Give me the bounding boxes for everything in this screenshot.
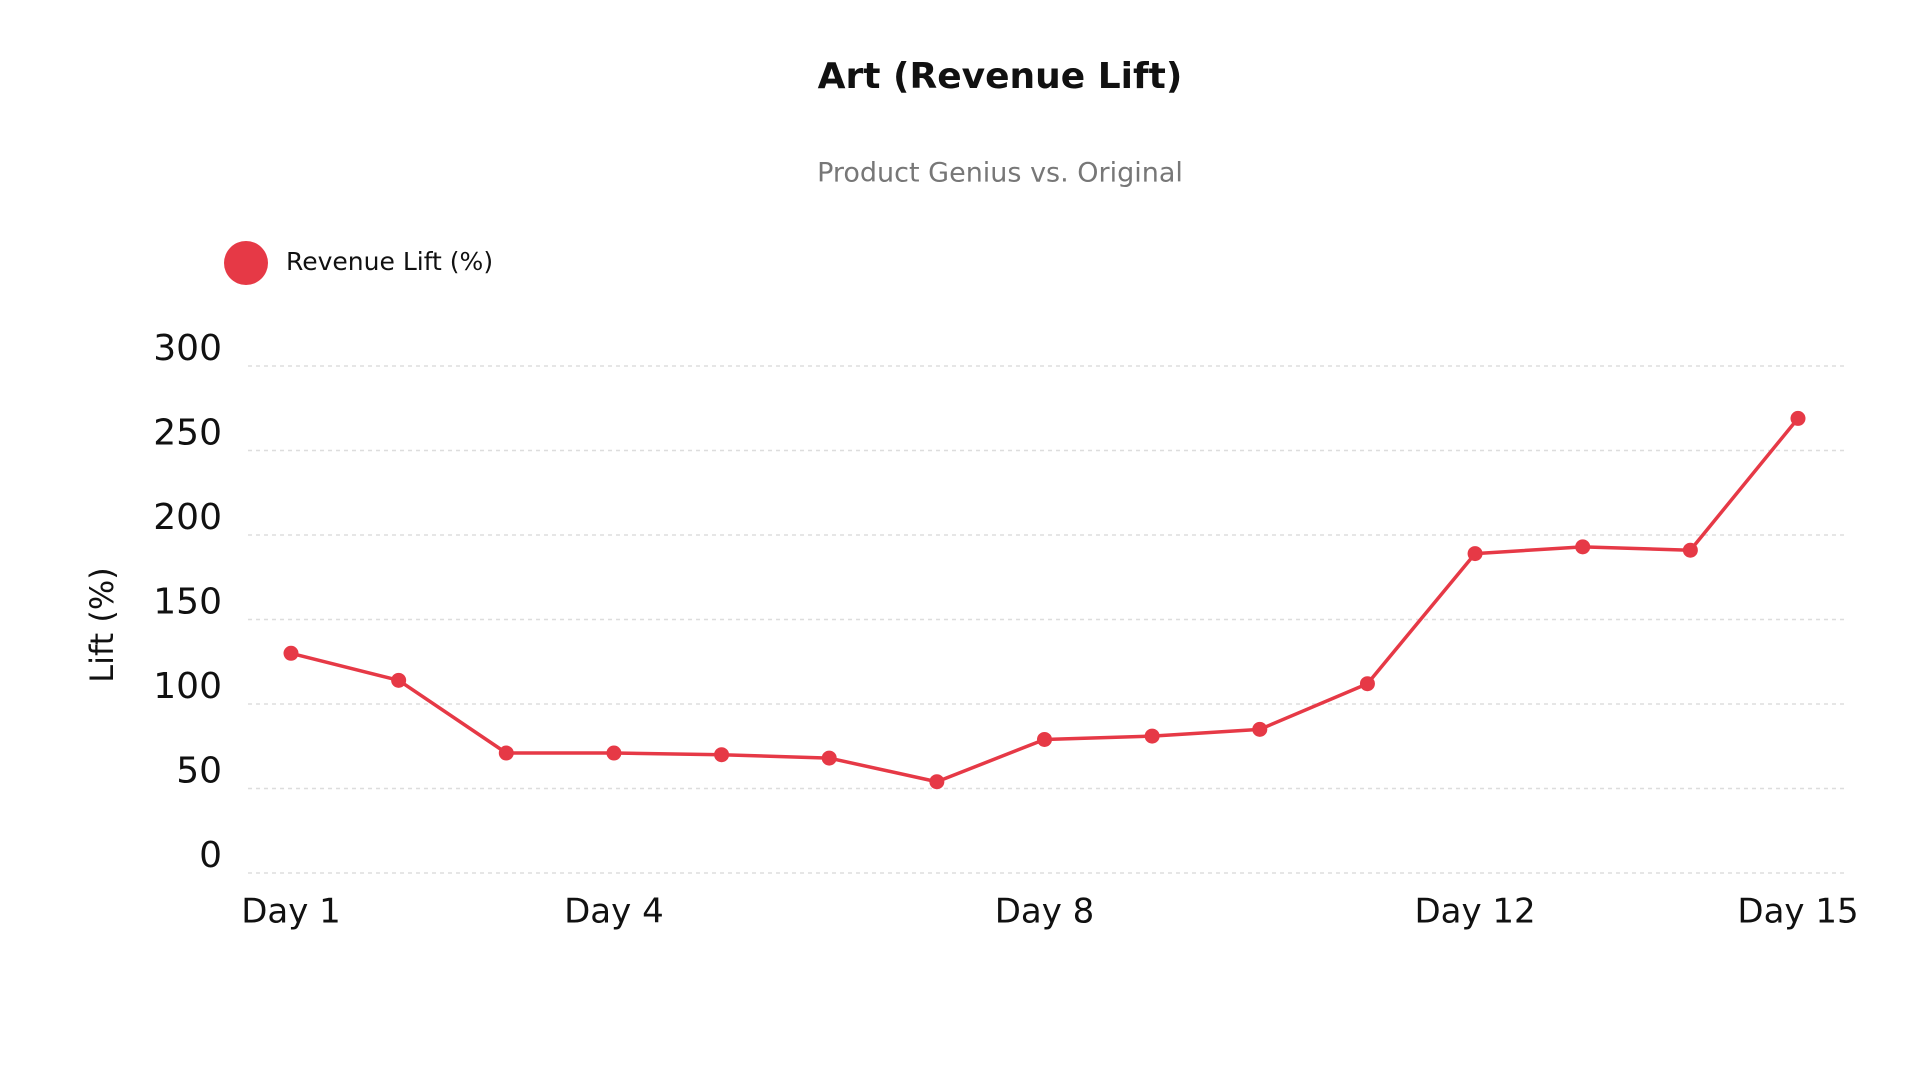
legend-label: Revenue Lift (%) — [286, 247, 493, 276]
data-point — [1790, 410, 1806, 426]
data-point — [714, 747, 730, 763]
data-point — [1359, 676, 1375, 692]
x-tick-label: Day 15 — [1737, 892, 1858, 932]
x-tick-label: Day 8 — [995, 892, 1095, 932]
data-point — [1144, 728, 1160, 744]
data-point — [1575, 539, 1591, 555]
y-tick-label: 150 — [153, 582, 222, 623]
chart-title: Art (Revenue Lift) — [818, 56, 1183, 97]
x-tick-label: Day 12 — [1414, 892, 1535, 932]
y-tick-label: 200 — [153, 497, 222, 538]
y-tick-label: 250 — [153, 413, 222, 454]
x-tick-label: Day 1 — [241, 892, 341, 932]
data-point — [498, 745, 514, 761]
data-point — [1037, 731, 1052, 747]
data-point — [1252, 721, 1268, 737]
data-point — [1467, 546, 1483, 562]
data-point — [1682, 542, 1698, 558]
data-point — [929, 774, 945, 790]
data-point — [391, 672, 407, 688]
series-line — [290, 417, 1800, 784]
data-point — [283, 645, 299, 661]
data-point — [821, 750, 837, 766]
y-tick-label: 300 — [153, 328, 222, 369]
y-tick-label: 0 — [199, 835, 222, 876]
chart-subtitle: Product Genius vs. Original — [817, 158, 1183, 189]
x-tick-label: Day 4 — [564, 892, 664, 932]
data-point — [606, 745, 622, 761]
legend-marker — [224, 241, 268, 285]
y-tick-label: 100 — [153, 666, 222, 707]
y-axis-label: Lift (%) — [83, 567, 121, 683]
y-tick-label: 50 — [176, 751, 222, 792]
